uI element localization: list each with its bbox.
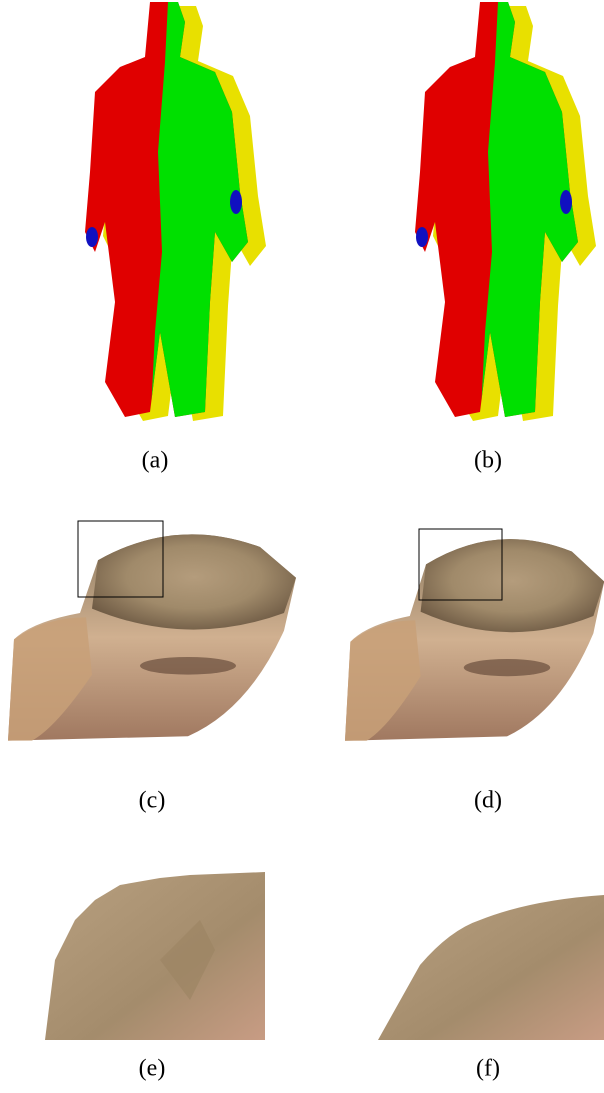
panel-label: (c) [139,788,166,814]
page: {"panels": [{"label": "(a)"}, {"label": … [0,0,604,1093]
figure: (a) (b) (c) (d) (e) (f) [0,0,604,1093]
panel-label: (b) [474,448,502,474]
panel-d [345,529,604,741]
panel-label: (f) [476,1056,500,1082]
panel-label: (d) [474,788,502,814]
panel-label: (e) [139,1056,166,1082]
panel-label: (a) [142,448,169,474]
panel-c [8,521,296,741]
panel-b [415,2,596,432]
panel-f [378,895,604,1040]
panel-a [85,2,266,432]
panel-e [45,872,265,1040]
